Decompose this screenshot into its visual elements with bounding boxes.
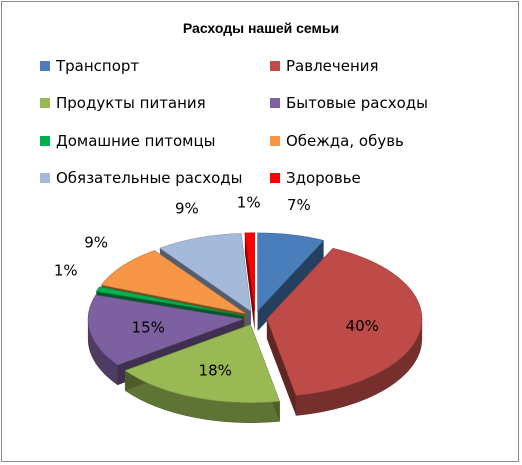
legend-item: Равлечения: [270, 57, 379, 75]
pie-slice-wall: [244, 232, 255, 331]
pie-data-label: 15%: [132, 319, 165, 337]
legend-item: Продукты питания: [40, 94, 206, 112]
pie-data-label: 1%: [237, 194, 261, 212]
legend-label: Домашние питомцы: [56, 132, 216, 150]
pie-slice: [95, 286, 244, 316]
legend-item: Обязательные расходы: [40, 169, 243, 187]
legend-swatch: [270, 98, 280, 108]
pie-data-label: 9%: [84, 233, 108, 251]
legend-label: Равлечения: [286, 57, 379, 75]
legend-swatch: [40, 61, 50, 71]
pie-slice-wall: [266, 318, 296, 416]
pie-slice: [159, 233, 252, 312]
legend-label: Транспорт: [56, 57, 140, 75]
chart-legend: Транспорт Равлечения Продукты питания Бытов…: [0, 0, 522, 210]
legend-swatch: [270, 136, 280, 146]
pie-labels: 7% 40% 18% 15% 1% 9% 9% 1%: [54, 194, 379, 380]
pie-slice: [100, 250, 246, 314]
pie-slice: [244, 232, 255, 311]
legend-label: Продукты питания: [56, 94, 206, 112]
legend-label: Здоровье: [286, 169, 361, 187]
pie-slice-wall: [257, 240, 324, 331]
pie-slice: [124, 324, 281, 403]
legend-item: Здоровье: [270, 169, 361, 187]
pie-data-label: 18%: [199, 362, 232, 380]
pie-data-label: 1%: [54, 261, 78, 279]
legend-swatch: [40, 98, 50, 108]
pie-slice: [266, 247, 423, 396]
pie-data-label: 7%: [287, 196, 311, 214]
legend-item: Бытовые расходы: [270, 94, 428, 112]
legend-label: Бытовые расходы: [286, 94, 428, 112]
pie-data-label: 9%: [175, 200, 199, 218]
pie-slice: [87, 294, 245, 366]
legend-item: Домашние питомцы: [40, 132, 216, 150]
legend-item: Транспорт: [40, 57, 139, 75]
pie-tops: [87, 232, 423, 403]
legend-swatch: [40, 136, 50, 146]
legend-swatch: [40, 173, 50, 183]
pie-data-label: 40%: [346, 317, 379, 335]
legend-item: Обежда, обувь: [270, 132, 404, 150]
chart-title: Расходы нашей семьи: [182, 20, 340, 36]
pie-slice: [257, 232, 325, 312]
legend-swatch: [270, 173, 280, 183]
legend-label: Обежда, обувь: [286, 132, 404, 150]
legend-label: Обязательные расходы: [56, 169, 243, 187]
legend-swatch: [270, 61, 280, 71]
